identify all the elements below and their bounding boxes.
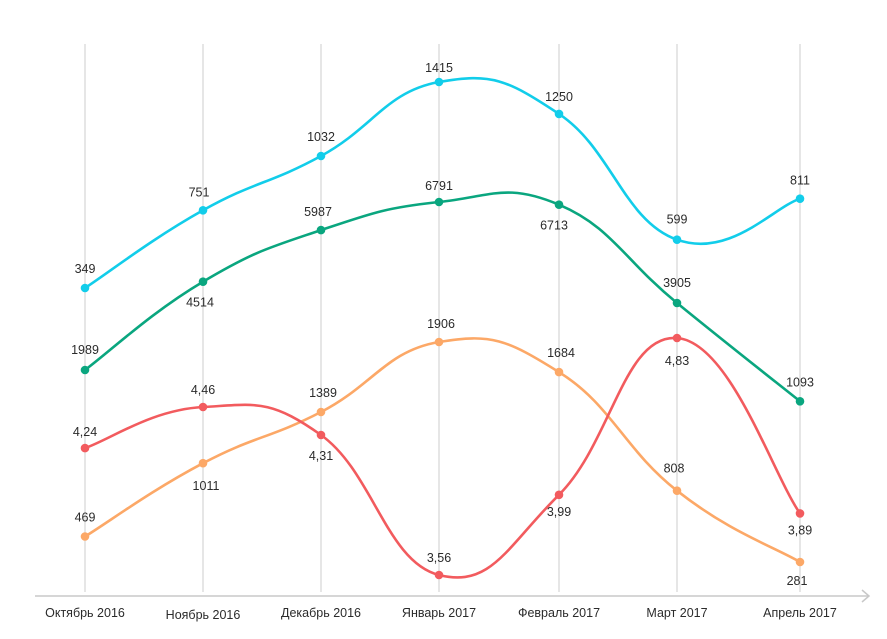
data-point[interactable] bbox=[672, 333, 682, 343]
data-point[interactable] bbox=[80, 443, 90, 453]
data-point[interactable] bbox=[554, 200, 564, 209]
data-label: 1250 bbox=[545, 90, 573, 104]
data-point[interactable] bbox=[80, 532, 90, 541]
x-tick-labels: Октябрь 2016 Ноябрь 2016 Декабрь 2016 Январ… bbox=[45, 606, 837, 622]
data-point[interactable] bbox=[554, 109, 564, 119]
data-point[interactable] bbox=[316, 225, 326, 235]
data-label: 1684 bbox=[547, 346, 575, 360]
data-label: 599 bbox=[667, 213, 688, 227]
data-point[interactable] bbox=[198, 458, 208, 468]
x-axis bbox=[35, 589, 871, 603]
x-tick-label: Октябрь 2016 bbox=[45, 606, 125, 620]
data-point[interactable] bbox=[198, 402, 208, 412]
data-point[interactable] bbox=[198, 206, 208, 215]
data-label: 808 bbox=[664, 462, 685, 476]
data-label: 4514 bbox=[186, 296, 214, 310]
data-point[interactable] bbox=[795, 397, 805, 406]
data-label: 3905 bbox=[663, 276, 691, 290]
data-point[interactable] bbox=[198, 277, 208, 287]
data-point[interactable] bbox=[434, 77, 444, 87]
x-tick-label: Декабрь 2016 bbox=[281, 606, 361, 620]
data-label: 3,56 bbox=[427, 551, 451, 565]
data-label: 1906 bbox=[427, 317, 455, 331]
data-point[interactable] bbox=[316, 151, 326, 161]
x-tick-label: Апрель 2017 bbox=[763, 606, 837, 620]
data-label: 3,89 bbox=[788, 523, 812, 537]
data-labels: 349 751 1032 1415 1250 599 811 1989 4514 5987 6791… bbox=[71, 61, 814, 588]
data-point[interactable] bbox=[554, 490, 564, 500]
data-point[interactable] bbox=[80, 283, 90, 293]
data-label: 1093 bbox=[786, 375, 814, 389]
data-point[interactable] bbox=[434, 570, 444, 580]
data-point[interactable] bbox=[434, 337, 444, 347]
data-label: 1389 bbox=[309, 386, 337, 400]
data-point[interactable] bbox=[434, 197, 444, 207]
data-point[interactable] bbox=[672, 298, 682, 308]
x-axis-arrow-icon bbox=[861, 589, 871, 603]
data-point[interactable] bbox=[80, 365, 90, 375]
data-label: 6791 bbox=[425, 179, 453, 193]
data-label: 4,46 bbox=[191, 383, 215, 397]
data-point[interactable] bbox=[554, 367, 564, 377]
data-label: 469 bbox=[75, 511, 96, 525]
data-label: 349 bbox=[75, 262, 96, 276]
series-points bbox=[80, 77, 805, 580]
data-point[interactable] bbox=[316, 407, 326, 417]
grid-lines bbox=[84, 44, 801, 592]
data-point[interactable] bbox=[672, 486, 682, 496]
data-label: 1011 bbox=[193, 479, 220, 493]
x-tick-label: Февраль 2017 bbox=[518, 606, 600, 620]
data-label: 6713 bbox=[540, 219, 568, 233]
data-point[interactable] bbox=[672, 235, 682, 244]
data-label: 1032 bbox=[307, 130, 335, 144]
data-point[interactable] bbox=[316, 430, 326, 440]
series-line-4 bbox=[83, 336, 802, 579]
data-label: 3,99 bbox=[547, 505, 571, 519]
data-label: 751 bbox=[189, 185, 210, 199]
data-label: 4,31 bbox=[309, 449, 333, 463]
data-label: 811 bbox=[790, 174, 810, 188]
series-line-3 bbox=[83, 337, 802, 564]
data-label: 4,83 bbox=[665, 354, 689, 368]
x-tick-label: Ноябрь 2016 bbox=[166, 608, 241, 622]
data-label: 281 bbox=[787, 574, 808, 588]
x-tick-label: Январь 2017 bbox=[402, 606, 476, 620]
data-label: 1415 bbox=[425, 61, 453, 75]
data-point[interactable] bbox=[795, 557, 805, 567]
data-label: 5987 bbox=[304, 205, 332, 219]
data-point[interactable] bbox=[795, 194, 805, 203]
x-tick-label: Март 2017 bbox=[646, 606, 707, 620]
data-label: 1989 bbox=[71, 343, 99, 357]
data-label: 4,24 bbox=[73, 425, 97, 439]
data-point[interactable] bbox=[795, 509, 805, 518]
